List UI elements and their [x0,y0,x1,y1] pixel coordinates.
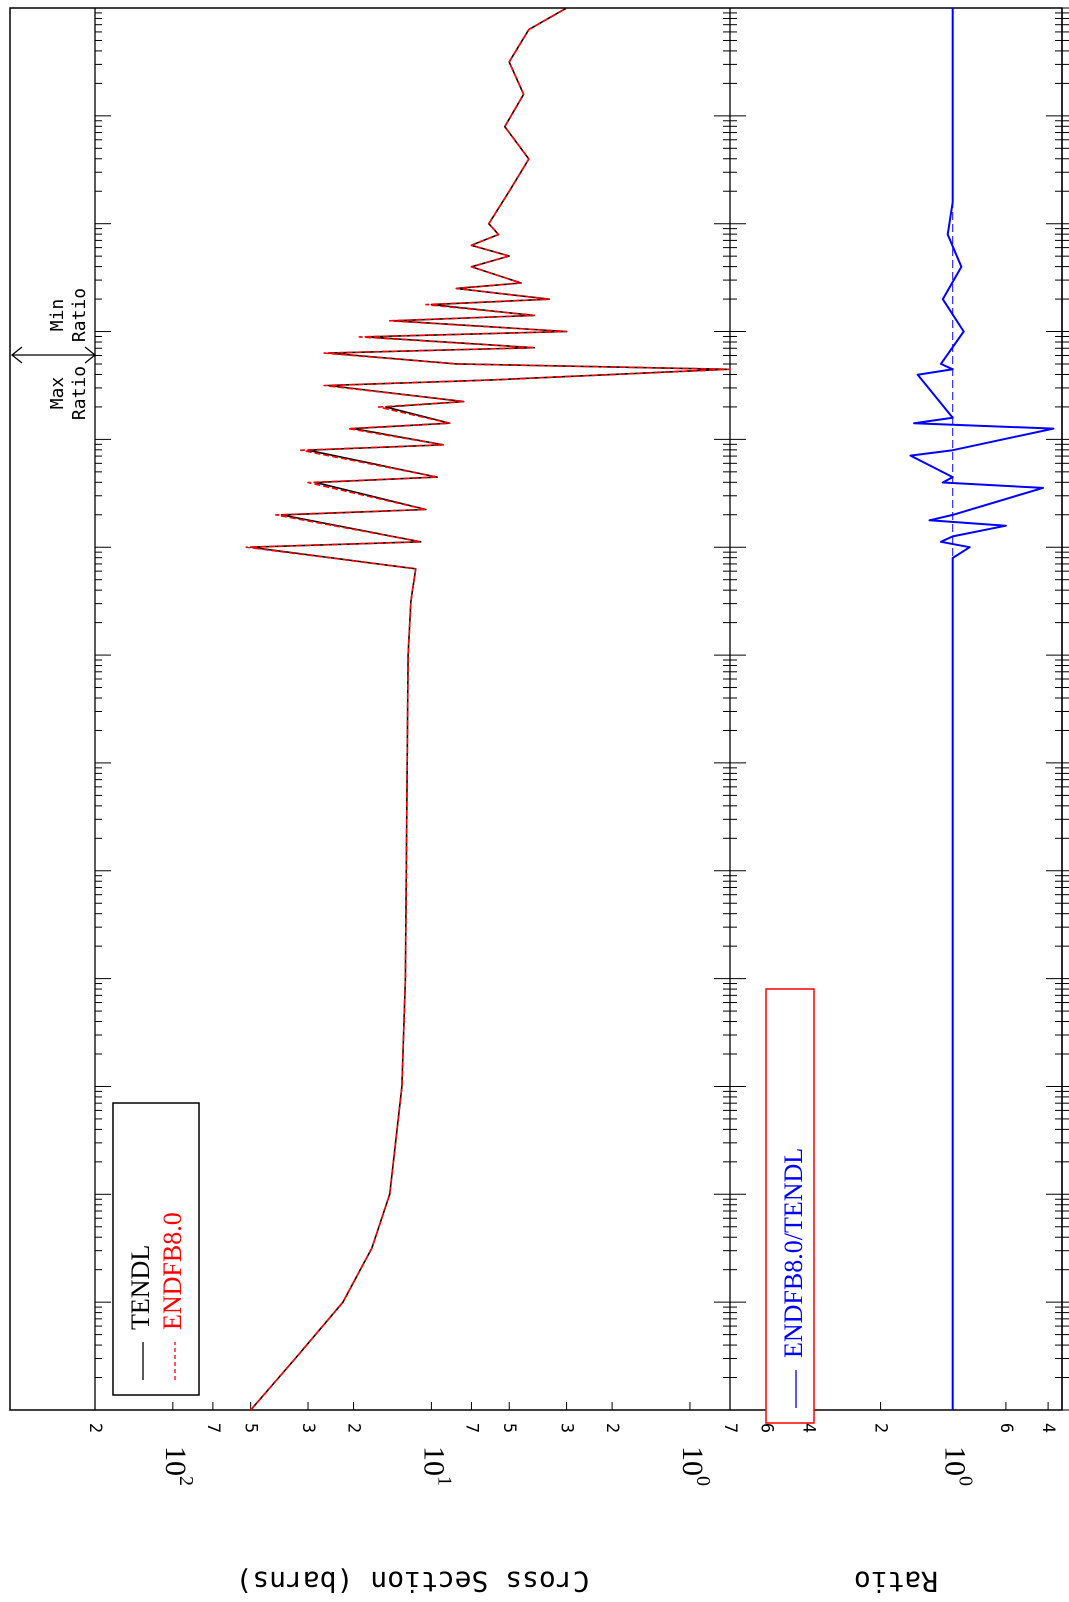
svg-text:2: 2 [85,1423,105,1433]
y-tick-label: 5 [499,1423,519,1433]
y-tick-label: 4 [798,1423,818,1433]
cs-legend-label: ENDFB8.0 [158,1212,187,1330]
y-tick-label: 2 [871,1423,891,1433]
svg-text:3: 3 [557,1423,577,1433]
y-tick-label: 100 [939,1446,977,1486]
y-tick-label: 6 [756,1423,776,1433]
plot-frame [9,7,1063,1411]
svg-text:6: 6 [996,1423,1016,1433]
cross-section-y-axis: 2 102 7 5 3 2 101 7 5 3 2 100 7 [85,1402,740,1486]
svg-text:7: 7 [461,1423,481,1433]
svg-text:100: 100 [939,1446,977,1486]
y-tick-label: 5 [241,1423,261,1433]
ratio-legend: ENDFB8.0/TENDL [765,988,815,1424]
series-endfb8-0 [245,7,731,1411]
svg-text:100: 100 [676,1446,714,1486]
max-ratio-label: Ratio [69,366,90,420]
y-tick-label: 3 [557,1423,577,1433]
series-endfb8-0-tendl [909,8,1055,1410]
y-tick-label: 7 [461,1423,481,1433]
svg-text:4: 4 [798,1423,818,1433]
cs-legend-box [112,1102,200,1396]
svg-text:7: 7 [203,1423,223,1433]
svg-text:4: 4 [1038,1423,1058,1433]
cs-legend-label: TENDL [126,1245,155,1330]
ratio-series [909,8,1055,1410]
y-axis-titles: Cross Section (barns) Ratio [235,1565,938,1598]
svg-text:3: 3 [298,1423,318,1433]
cross-section-legend: TENDL ENDFB8.0 [112,1102,200,1396]
svg-text:102: 102 [159,1446,197,1486]
ratio-legend-label: ENDFB8.0/TENDL [779,1148,808,1358]
cross-section-series [245,7,731,1411]
svg-text:5: 5 [499,1423,519,1433]
y-tick-label: 6 [996,1423,1016,1433]
x-axis-ticks [95,7,1069,1411]
svg-text:6: 6 [756,1423,776,1433]
y-tick-label: 2 [85,1423,105,1433]
y-tick-label: 101 [418,1446,456,1486]
y-tick-label: 7 [720,1423,740,1433]
max-ratio-label: Max [47,377,68,410]
min-ratio-label: Ratio [69,288,90,342]
y-tick-label: 100 [676,1446,714,1486]
y-tick-label: 2 [344,1423,364,1433]
svg-text:2: 2 [602,1423,622,1433]
ratio-y-axis: 6 4 2 100 6 4 [756,1402,1058,1486]
ratio-legend-box [765,988,815,1424]
max-ratio-arrow [10,346,23,364]
ratio-axis-title: Ratio [854,1565,938,1598]
svg-text:7: 7 [720,1423,740,1433]
min-ratio-arrow [84,346,97,364]
y-tick-label: 3 [298,1423,318,1433]
svg-text:2: 2 [344,1423,364,1433]
svg-text:2: 2 [871,1423,891,1433]
svg-text:5: 5 [241,1423,261,1433]
y-tick-label: 4 [1038,1423,1058,1433]
cross-section-axis-title: Cross Section (barns) [235,1565,589,1598]
min-ratio-label: Min [47,299,68,332]
y-tick-label: 7 [203,1423,223,1433]
series-tendl [249,7,728,1411]
svg-text:101: 101 [418,1446,456,1486]
y-tick-label: 102 [159,1446,197,1486]
y-tick-label: 2 [602,1423,622,1433]
